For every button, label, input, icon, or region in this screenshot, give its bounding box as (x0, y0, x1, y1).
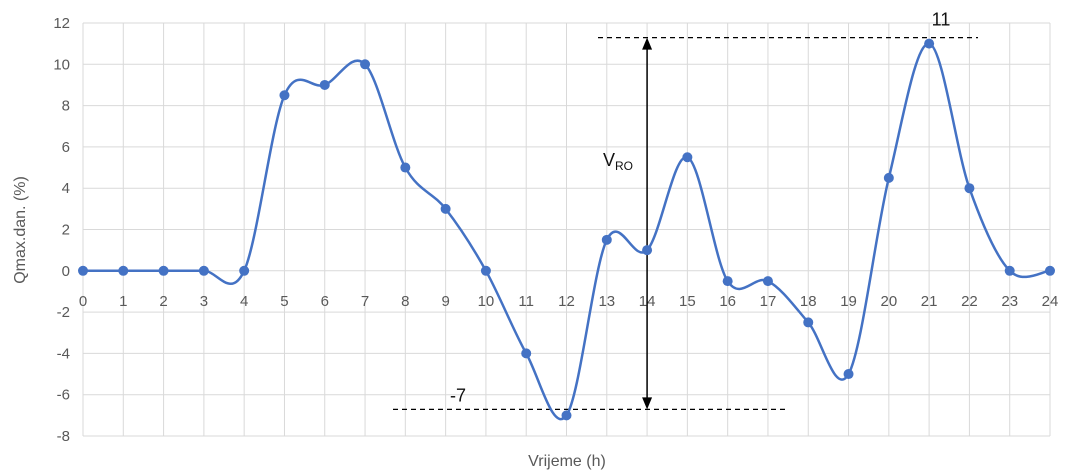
x-tick-label: 8 (401, 293, 409, 310)
x-tick-label: 17 (760, 293, 777, 310)
x-tick-label: 19 (840, 293, 857, 310)
y-tick-label: 12 (53, 15, 70, 32)
y-tick-label: 6 (62, 139, 70, 156)
data-point (1045, 265, 1055, 276)
annotations: 11 -7 VRO (393, 10, 978, 410)
series-line-0 (82, 42, 1051, 421)
y-tick-label: 4 (62, 180, 70, 197)
x-tick-label: 6 (321, 293, 329, 310)
x-tick-label: 5 (280, 293, 288, 310)
y-tick-label: -6 (57, 387, 70, 404)
y-tick-label: -8 (57, 428, 70, 445)
x-tick-label: 4 (240, 293, 248, 310)
x-tick-label: 3 (200, 293, 208, 310)
data-point (480, 265, 491, 276)
x-tick-label: 23 (1001, 293, 1018, 310)
x-tick-label: 24 (1042, 293, 1059, 310)
data-point (319, 79, 330, 90)
y-tick-label: 2 (62, 222, 70, 239)
data-point (198, 265, 209, 276)
x-tick-label: 15 (679, 293, 696, 310)
x-tick-label: 2 (159, 293, 167, 310)
x-axis-ticks: 0 1 2 3 4 5 6 7 8 9 10 11 12 13 14 15 16 17 18 19 20 21 22 23 24 (79, 293, 1059, 310)
x-tick-label: 10 (478, 293, 495, 310)
data-point (762, 276, 773, 287)
data-point (400, 162, 411, 173)
data-point (722, 276, 733, 287)
data-point (964, 183, 975, 194)
data-point (682, 152, 693, 163)
data-point (440, 203, 451, 214)
data-point (279, 90, 290, 101)
x-tick-label: 22 (961, 293, 978, 310)
data-point (924, 38, 935, 49)
data-point (803, 317, 814, 328)
y-tick-label: 0 (62, 263, 70, 280)
y-tick-label: -4 (57, 345, 70, 362)
x-tick-label: 13 (598, 293, 615, 310)
range-arrow-head-down (642, 397, 653, 410)
y-tick-label: 10 (53, 56, 70, 73)
data-point (883, 172, 894, 183)
x-tick-label: 16 (719, 293, 736, 310)
data-point (158, 265, 169, 276)
data-point (78, 265, 88, 276)
data-point (1004, 265, 1015, 276)
x-tick-label: 12 (558, 293, 575, 310)
min-value-label: -7 (450, 385, 466, 405)
x-tick-label: 1 (119, 293, 127, 310)
x-axis-title: Vrijeme (h) (528, 453, 606, 470)
data-point (360, 59, 371, 70)
series-group (78, 38, 1055, 421)
y-tick-label: 8 (62, 98, 70, 115)
range-arrow-head-up (642, 37, 653, 50)
range-label-main: V (603, 150, 615, 170)
x-tick-label: 18 (800, 293, 817, 310)
y-tick-label: -2 (57, 304, 70, 321)
data-point (601, 234, 612, 245)
y-axis-title: Qmax.dan. (%) (12, 176, 29, 284)
y-axis-ticks: -8 -6 -4 -2 0 2 4 6 8 10 12 (53, 15, 70, 445)
x-tick-label: 0 (79, 293, 87, 310)
data-point (118, 265, 129, 276)
x-tick-label: 7 (361, 293, 369, 310)
data-point (561, 410, 572, 421)
x-tick-label: 21 (921, 293, 938, 310)
data-point (521, 348, 532, 359)
range-label-sub: RO (615, 159, 633, 173)
x-tick-label: 9 (441, 293, 449, 310)
grid (82, 22, 1051, 437)
x-tick-label: 20 (880, 293, 897, 310)
data-point (239, 265, 250, 276)
data-point (843, 369, 854, 380)
range-label: VRO (603, 150, 633, 173)
x-tick-label: 11 (518, 293, 534, 310)
max-value-label: 11 (932, 10, 951, 30)
data-point (642, 245, 653, 256)
